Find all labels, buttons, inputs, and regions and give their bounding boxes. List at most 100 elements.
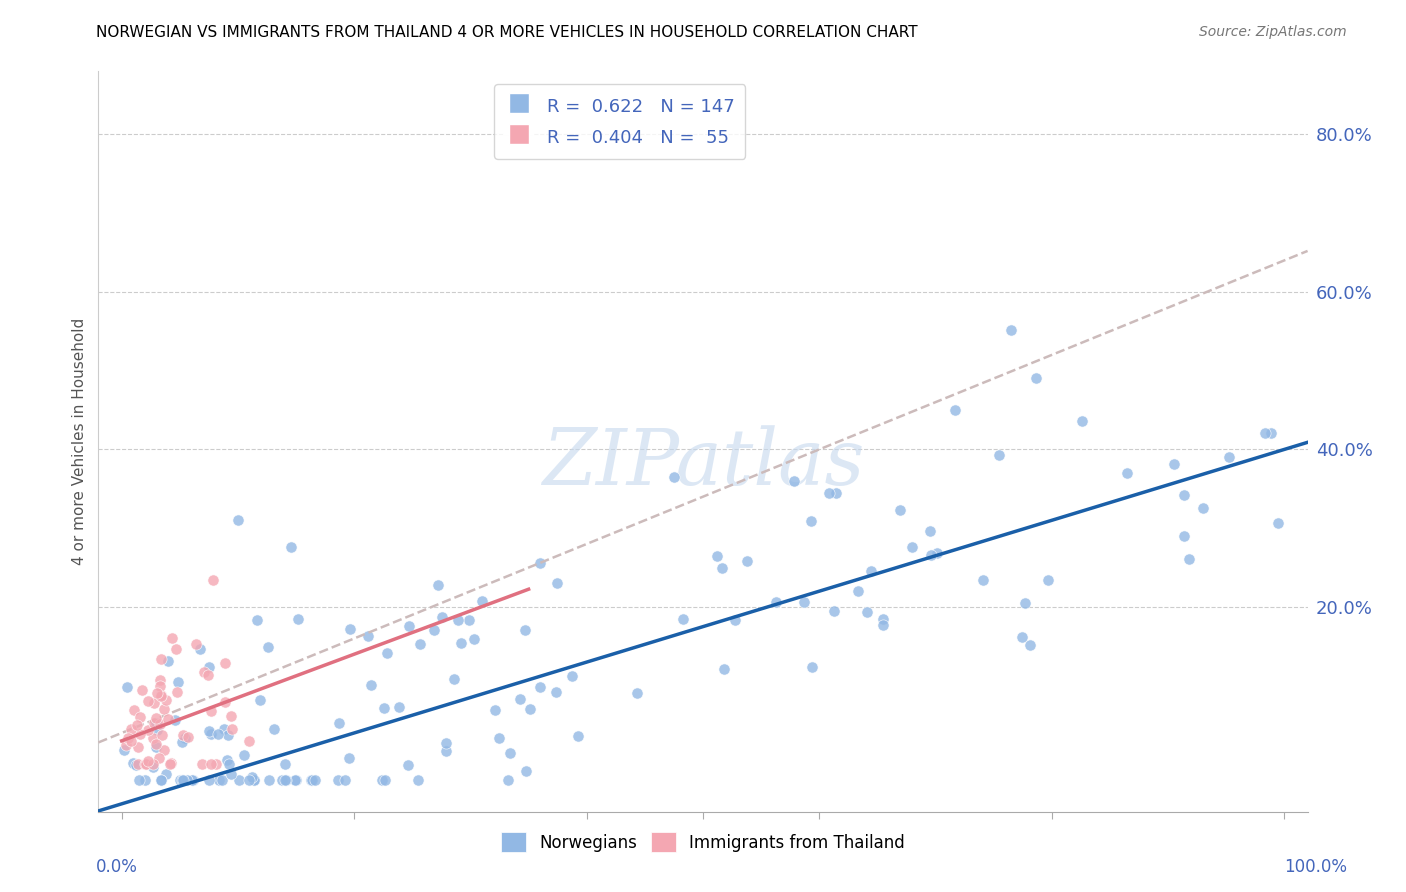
Point	[198, 723, 221, 738]
Point	[122, 756, 145, 771]
Point	[160, 631, 183, 645]
Point	[499, 747, 522, 761]
Point	[783, 475, 806, 489]
Point	[280, 541, 302, 555]
Point	[1191, 501, 1213, 516]
Point	[1011, 630, 1033, 644]
Point	[135, 757, 157, 772]
Point	[127, 740, 149, 755]
Point	[988, 448, 1011, 462]
Point	[672, 612, 695, 626]
Point	[170, 735, 193, 749]
Point	[149, 716, 172, 731]
Point	[202, 573, 225, 587]
Text: 100.0%: 100.0%	[1284, 858, 1347, 876]
Point	[120, 723, 142, 737]
Point	[735, 554, 758, 568]
Point	[287, 612, 309, 626]
Point	[205, 757, 228, 772]
Point	[128, 773, 150, 788]
Point	[142, 756, 165, 771]
Point	[800, 514, 823, 528]
Point	[112, 743, 135, 757]
Point	[443, 672, 465, 686]
Point	[920, 524, 942, 538]
Point	[1267, 516, 1289, 530]
Point	[1173, 529, 1195, 543]
Point	[166, 684, 188, 698]
Point	[529, 557, 551, 571]
Point	[339, 622, 361, 636]
Point	[141, 760, 163, 774]
Point	[333, 773, 356, 788]
Point	[174, 731, 197, 745]
Point	[200, 704, 222, 718]
Point	[337, 751, 360, 765]
Point	[212, 722, 235, 736]
Point	[136, 723, 159, 737]
Point	[889, 503, 911, 517]
Point	[120, 734, 142, 748]
Point	[215, 753, 238, 767]
Point	[176, 773, 198, 788]
Point	[823, 604, 845, 618]
Point	[136, 694, 159, 708]
Point	[706, 549, 728, 564]
Point	[450, 636, 472, 650]
Point	[145, 738, 167, 752]
Point	[207, 727, 229, 741]
Point	[198, 773, 221, 788]
Point	[371, 773, 394, 788]
Point	[1071, 414, 1094, 428]
Point	[219, 709, 242, 723]
Point	[509, 691, 531, 706]
Point	[191, 757, 214, 772]
Point	[145, 711, 167, 725]
Point	[219, 767, 242, 781]
Point	[1116, 466, 1139, 480]
Point	[274, 756, 297, 771]
Point	[238, 734, 260, 748]
Point	[165, 641, 187, 656]
Point	[166, 675, 188, 690]
Point	[146, 723, 169, 737]
Point	[249, 693, 271, 707]
Point	[299, 773, 322, 788]
Point	[136, 754, 159, 768]
Point	[567, 729, 589, 743]
Point	[149, 689, 172, 703]
Point	[115, 738, 138, 752]
Point	[423, 623, 446, 637]
Legend: Norwegians, Immigrants from Thailand: Norwegians, Immigrants from Thailand	[495, 825, 911, 859]
Point	[360, 678, 382, 692]
Point	[127, 757, 149, 772]
Point	[373, 701, 395, 715]
Point	[143, 696, 166, 710]
Point	[856, 605, 879, 619]
Point	[484, 703, 506, 717]
Point	[129, 710, 152, 724]
Point	[434, 736, 457, 750]
Point	[170, 773, 193, 788]
Point	[149, 688, 172, 702]
Point	[157, 712, 180, 726]
Point	[256, 640, 278, 654]
Point	[117, 731, 139, 745]
Point	[859, 564, 882, 578]
Point	[463, 632, 485, 646]
Point	[214, 656, 236, 670]
Point	[197, 668, 219, 682]
Point	[153, 702, 176, 716]
Point	[149, 673, 172, 687]
Point	[724, 613, 747, 627]
Point	[943, 403, 966, 417]
Point	[159, 757, 181, 772]
Point	[284, 773, 307, 788]
Point	[145, 715, 167, 730]
Point	[765, 595, 787, 609]
Point	[149, 679, 172, 693]
Point	[470, 594, 492, 608]
Point	[304, 773, 326, 788]
Point	[243, 773, 266, 788]
Point	[972, 574, 994, 588]
